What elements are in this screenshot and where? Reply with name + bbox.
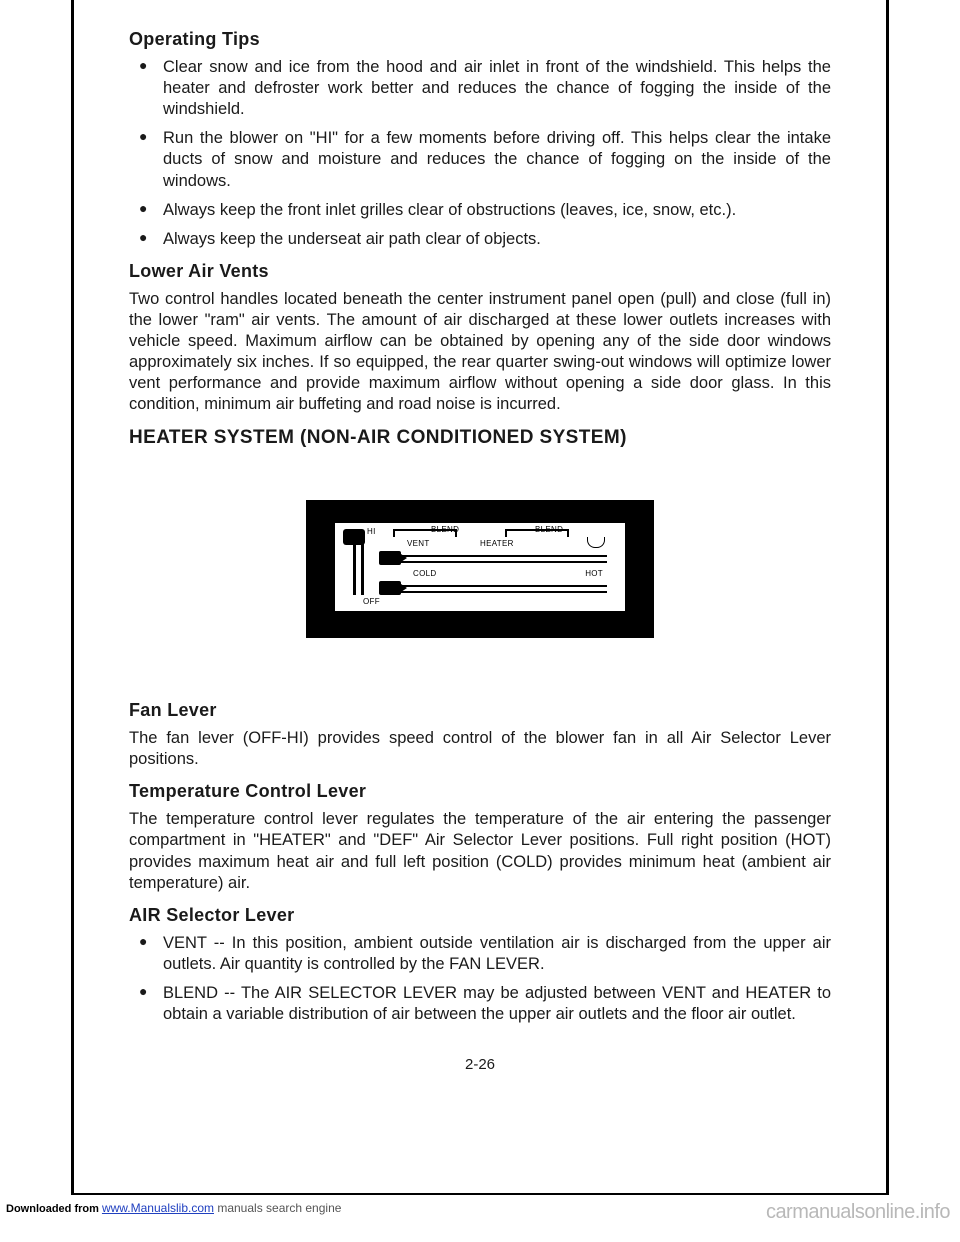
list-item: Clear snow and ice from the hood and air…	[129, 57, 831, 120]
diagram-panel: HI OFF BLEND BLEND VENT HEATER	[334, 522, 626, 612]
temp-track-top	[385, 585, 607, 587]
page-content: Operating Tips Clear snow and ice from t…	[129, 28, 831, 1074]
selector-track-bot	[385, 561, 607, 563]
heading-fan-lever: Fan Lever	[129, 699, 831, 722]
page-footer: Downloaded from www.Manualslib.com manua…	[0, 1195, 960, 1224]
footer-link[interactable]: www.Manualslib.com	[102, 1201, 214, 1215]
list-item: BLEND -- The AIR SELECTOR LEVER may be a…	[129, 983, 831, 1025]
footer-suffix: manuals search engine	[214, 1201, 341, 1215]
selector-track-top	[385, 555, 607, 557]
heading-temp-control: Temperature Control Lever	[129, 780, 831, 803]
operating-tips-list: Clear snow and ice from the hood and air…	[129, 57, 831, 250]
air-selector-list: VENT -- In this position, ambient outsid…	[129, 933, 831, 1025]
fan-lever-body: The fan lever (OFF-HI) provides speed co…	[129, 728, 831, 770]
heater-diagram-container: HI OFF BLEND BLEND VENT HEATER	[129, 500, 831, 644]
temp-track-bot	[385, 591, 607, 593]
list-item: Always keep the front inlet grilles clea…	[129, 200, 831, 221]
temp-control-body: The temperature control lever regulates …	[129, 809, 831, 893]
label-hot: HOT	[585, 569, 603, 579]
label-vent: VENT	[407, 539, 430, 549]
heading-lower-air-vents: Lower Air Vents	[129, 260, 831, 283]
selector-knob	[379, 551, 401, 565]
lower-air-vents-body: Two control handles located beneath the …	[129, 289, 831, 416]
label-blend-2: BLEND	[535, 525, 563, 535]
heading-operating-tips: Operating Tips	[129, 28, 831, 51]
label-heater: HEATER	[480, 539, 514, 549]
temp-knob	[379, 581, 401, 595]
defrost-icon	[587, 537, 605, 548]
fan-knob	[343, 529, 365, 545]
heater-diagram: HI OFF BLEND BLEND VENT HEATER	[306, 500, 654, 638]
label-cold: COLD	[413, 569, 436, 579]
footer-prefix: Downloaded from	[6, 1203, 102, 1215]
label-hi: HI	[367, 527, 376, 537]
footer-watermark: carmanualsonline.info	[766, 1201, 950, 1224]
list-item: Always keep the underseat air path clear…	[129, 229, 831, 250]
list-item: Run the blower on "HI" for a few moments…	[129, 128, 831, 191]
page-frame: Operating Tips Clear snow and ice from t…	[71, 0, 889, 1195]
page-number: 2-26	[129, 1055, 831, 1074]
label-off: OFF	[363, 597, 380, 607]
list-item: VENT -- In this position, ambient outsid…	[129, 933, 831, 975]
heading-air-selector: AIR Selector Lever	[129, 904, 831, 927]
heading-heater-system: HEATER SYSTEM (NON-AIR CONDITIONED SYSTE…	[129, 426, 831, 450]
label-blend-1: BLEND	[431, 525, 459, 535]
footer-left: Downloaded from www.Manualslib.com manua…	[6, 1201, 341, 1224]
